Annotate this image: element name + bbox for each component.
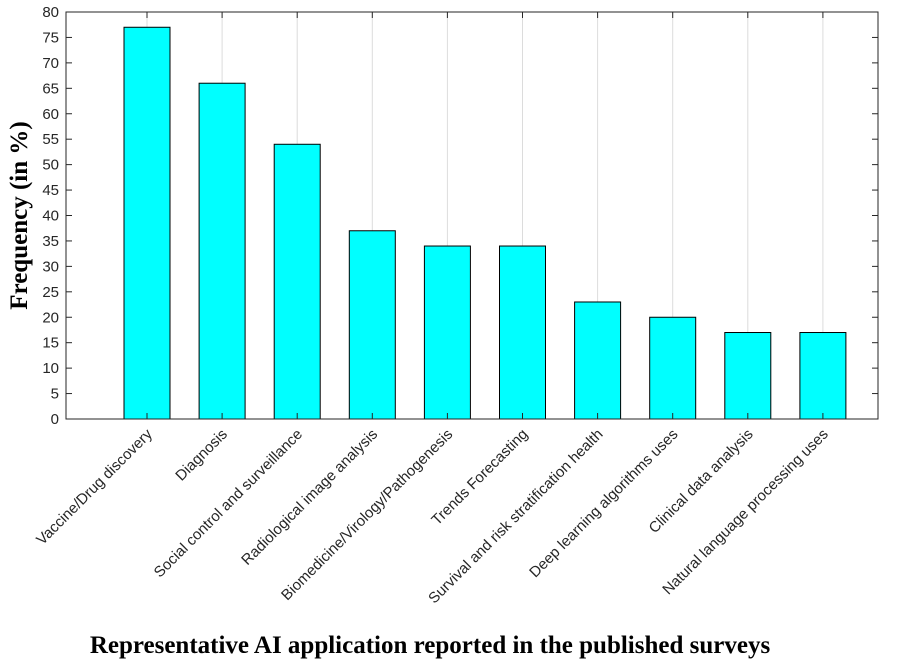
bar (123, 26, 171, 420)
bar (198, 82, 246, 420)
y-tick-label: 50 (42, 157, 59, 174)
y-tick-label: 25 (42, 284, 59, 301)
y-tick-label: 55 (42, 131, 59, 148)
x-tick-label: Vaccine/Drug discovery (33, 425, 156, 548)
bar (273, 143, 321, 420)
y-tick-label: 40 (42, 208, 59, 225)
y-tick-label: 65 (42, 80, 59, 97)
y-tick-label: 30 (42, 258, 59, 275)
y-tick-label: 10 (42, 360, 59, 377)
y-tick-label: 70 (42, 55, 59, 72)
y-tick-label: 75 (42, 29, 59, 46)
bar (499, 245, 546, 420)
x-tick-label: Diagnosis (172, 426, 231, 485)
bars (123, 26, 847, 420)
bar (724, 332, 772, 420)
y-tick-label: 80 (42, 4, 59, 21)
x-tick-label: Natural language processing uses (659, 426, 831, 598)
y-axis-ticks: 0 5 10 15 20 25 30 35 40 45 50 55 60 65 70 75 80 (42, 4, 878, 428)
x-tick-label: Radiological image analysis (238, 426, 381, 569)
x-tick-label: Deep learning algorithms uses (526, 426, 681, 581)
y-tick-label: 60 (42, 106, 59, 123)
bar (423, 245, 471, 420)
y-axis-label: Frequency (in %) (6, 121, 33, 309)
y-tick-label: 20 (42, 309, 59, 326)
bar (348, 230, 396, 420)
y-tick-label: 35 (42, 233, 59, 250)
bar (799, 332, 847, 420)
bar (649, 316, 697, 420)
bar (574, 301, 622, 420)
y-tick-label: 45 (42, 182, 59, 199)
x-axis-label: Representative AI application reported i… (90, 632, 771, 659)
y-tick-label: 15 (42, 335, 59, 352)
y-tick-label: 5 (51, 386, 59, 403)
y-tick-label: 0 (51, 411, 59, 428)
x-tick-label: Social control and surveillance (151, 426, 306, 581)
